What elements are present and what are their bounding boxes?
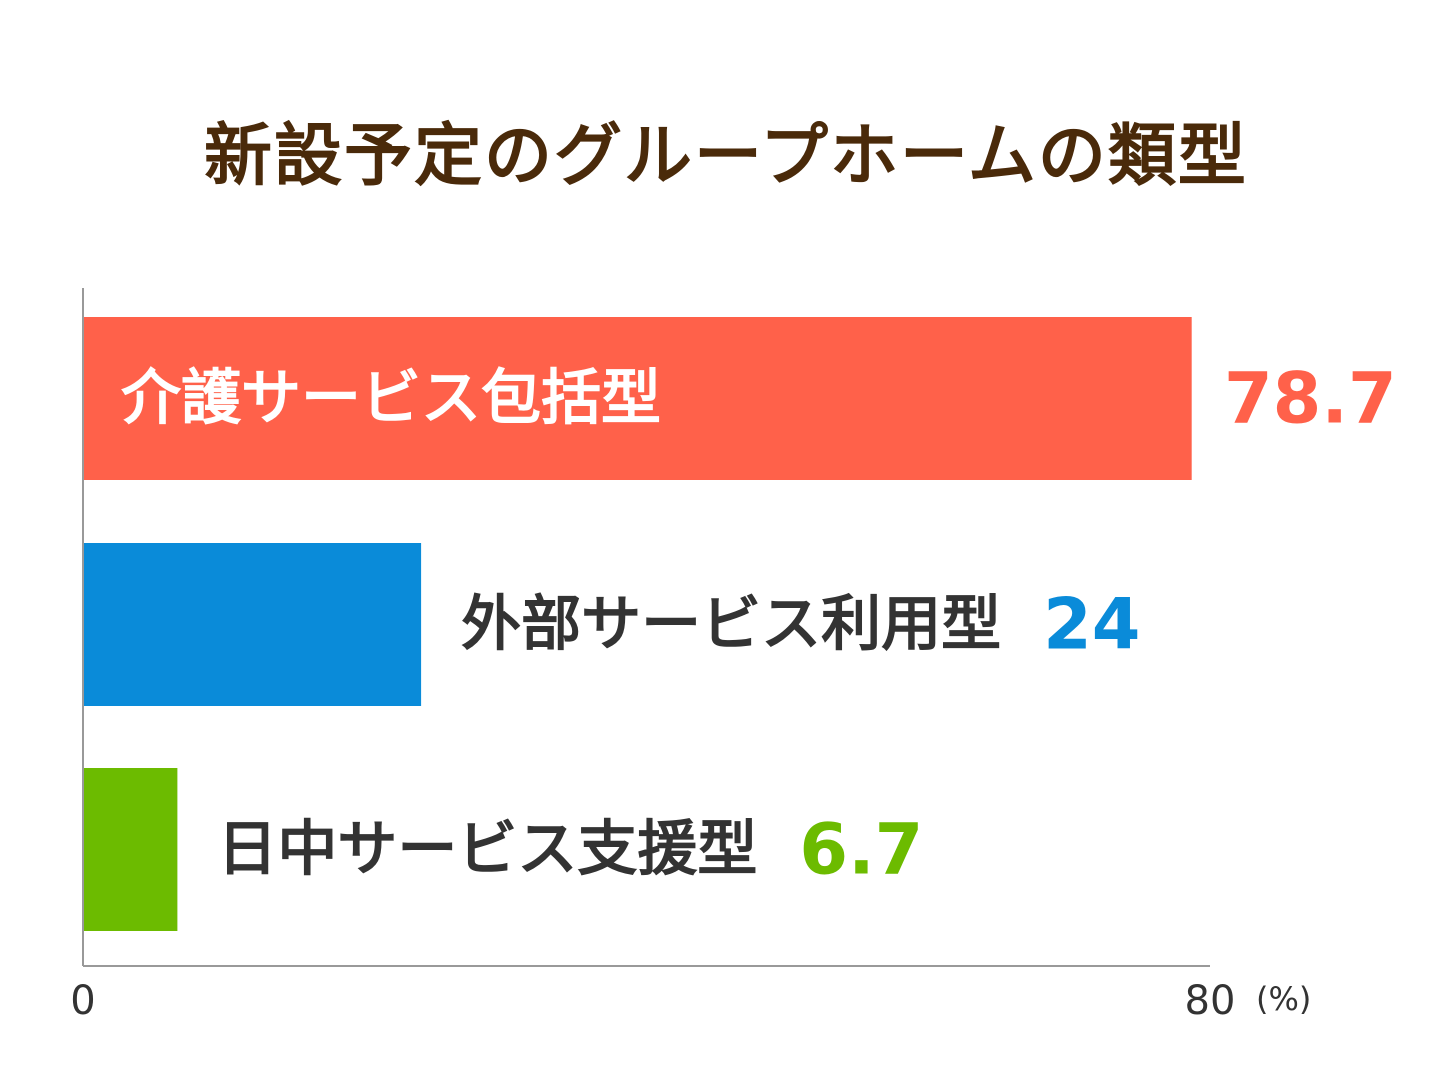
category-label-1: 介護サービス包括型: [121, 364, 661, 434]
value-label-3: 6.7: [799, 809, 923, 891]
value-label-1: 78.7: [1224, 358, 1397, 440]
bars-layer: [83, 317, 1192, 931]
x-tick-label-0: 0: [70, 978, 95, 1024]
x-axis-unit-label: (%): [1256, 980, 1311, 1018]
bar-2: [83, 543, 422, 706]
category-label-2: 外部サービス利用型: [461, 590, 1001, 660]
x-tick-label-80: 80: [1185, 978, 1236, 1024]
bar-1: [83, 317, 1192, 480]
chart-title: 新設予定のグループホームの類型: [204, 117, 1248, 196]
labels-layer: 介護サービス包括型 78.7 外部サービス利用型 24 日中サービス支援型 6.7: [121, 358, 1397, 891]
bar-3: [83, 768, 178, 931]
ticks-layer: 0 80 (%): [70, 978, 1311, 1024]
value-label-2: 24: [1043, 584, 1140, 666]
category-label-3: 日中サービス支援型: [217, 815, 757, 885]
